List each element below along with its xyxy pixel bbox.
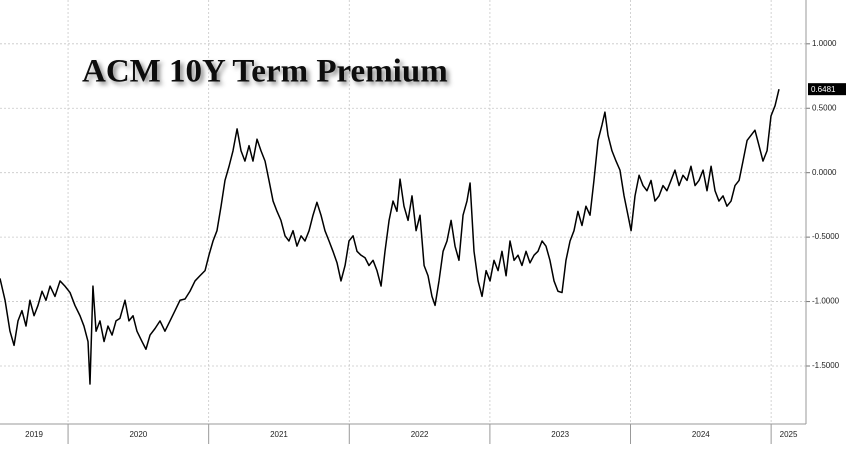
y-tick-label: 0.0000 [812,168,837,177]
last-value-box [808,83,846,96]
x-tick-label: 2019 [25,430,43,439]
chart-title: ACM 10Y Term Premium [82,54,448,90]
x-tick-label: 2024 [692,430,710,439]
y-tick-label: -1.0000 [812,297,840,306]
grid: 1.0000 0.5000 0.0000 -0.5000 -1.0000 -1.5000 2… [0,0,840,444]
x-tick-label: 2023 [551,430,569,439]
y-tick-label: -1.5000 [812,361,840,370]
plot: 0.6481 [0,83,846,385]
x-tick-label: 2022 [411,430,429,439]
line-series [0,88,780,385]
last-value-label: 0.6481 [811,85,836,94]
x-tick-label: 2021 [270,430,288,439]
y-tick-label: -0.5000 [812,232,840,241]
x-tick-label: 2020 [129,430,147,439]
x-tick-label: 2025 [780,430,798,439]
y-tick-label: 0.5000 [812,103,837,112]
y-tick-label: 1.0000 [812,39,837,48]
